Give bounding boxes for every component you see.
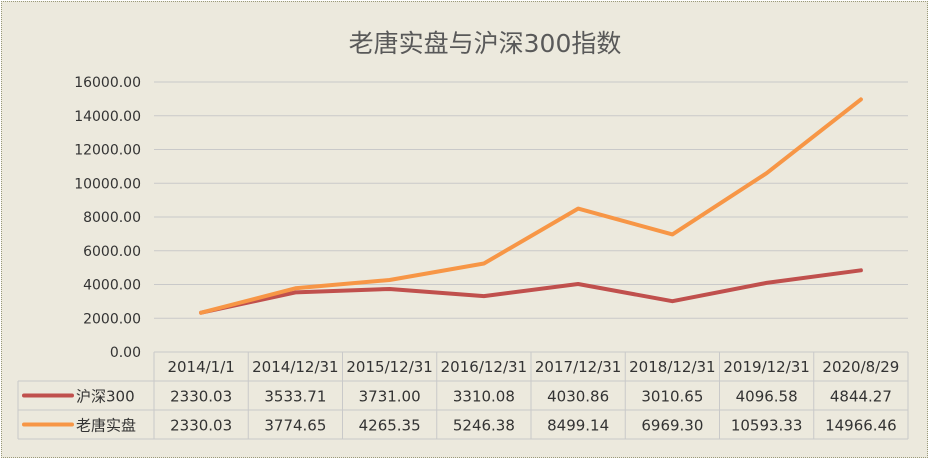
chart-title: 老唐实盘与沪深300指数 [349, 29, 622, 58]
x-tick-label: 2020/8/29 [822, 358, 899, 376]
x-tick-label: 2014/12/31 [252, 358, 338, 376]
data-label: 2330.03 [170, 417, 232, 435]
y-tick-label: 0.00 [110, 345, 141, 361]
data-label: 3774.65 [264, 417, 326, 435]
data-label: 4265.35 [359, 417, 421, 435]
data-label: 4030.86 [547, 388, 609, 406]
y-tick-label: 16000.00 [74, 75, 141, 91]
series-lines [199, 97, 863, 315]
y-tick-label: 10000.00 [74, 176, 141, 192]
data-label: 6969.30 [641, 417, 703, 435]
x-tick-label: 2015/12/31 [346, 358, 432, 376]
y-axis: 0.00 2000.00 4000.00 6000.00 8000.00 10000.00… [74, 75, 141, 361]
data-label: 10593.33 [731, 417, 803, 435]
y-tick-label: 4000.00 [83, 278, 141, 294]
data-label: 4096.58 [736, 388, 798, 406]
series-line [199, 268, 863, 315]
x-tick-label: 2016/12/31 [441, 358, 527, 376]
y-tick-label: 14000.00 [74, 109, 141, 125]
x-tick-label: 2017/12/31 [535, 358, 621, 376]
data-label: 3731.00 [359, 388, 421, 406]
data-label: 4844.27 [830, 388, 892, 406]
x-tick-label: 2018/12/31 [629, 358, 715, 376]
y-tick-label: 8000.00 [83, 210, 141, 226]
data-label: 3010.65 [641, 388, 703, 406]
data-label: 3310.08 [453, 388, 515, 406]
series-line [199, 97, 863, 315]
legend-label: 沪深300 [76, 388, 135, 406]
y-tick-label: 12000.00 [74, 143, 141, 159]
data-label: 14966.46 [825, 417, 897, 435]
x-tick-label: 2019/12/31 [723, 358, 809, 376]
data-label: 5246.38 [453, 417, 515, 435]
y-tick-label: 6000.00 [83, 244, 141, 260]
data-table: 2014/1/1 2014/12/31 2015/12/31 2016/12/31 20… [17, 351, 909, 440]
data-label: 3533.71 [264, 388, 326, 406]
gridlines [154, 81, 908, 319]
y-tick-label: 2000.00 [83, 311, 141, 327]
data-label: 8499.14 [547, 417, 609, 435]
x-tick-label: 2014/1/1 [167, 358, 234, 376]
legend-label: 老唐实盘 [76, 417, 136, 435]
data-label: 2330.03 [170, 388, 232, 406]
